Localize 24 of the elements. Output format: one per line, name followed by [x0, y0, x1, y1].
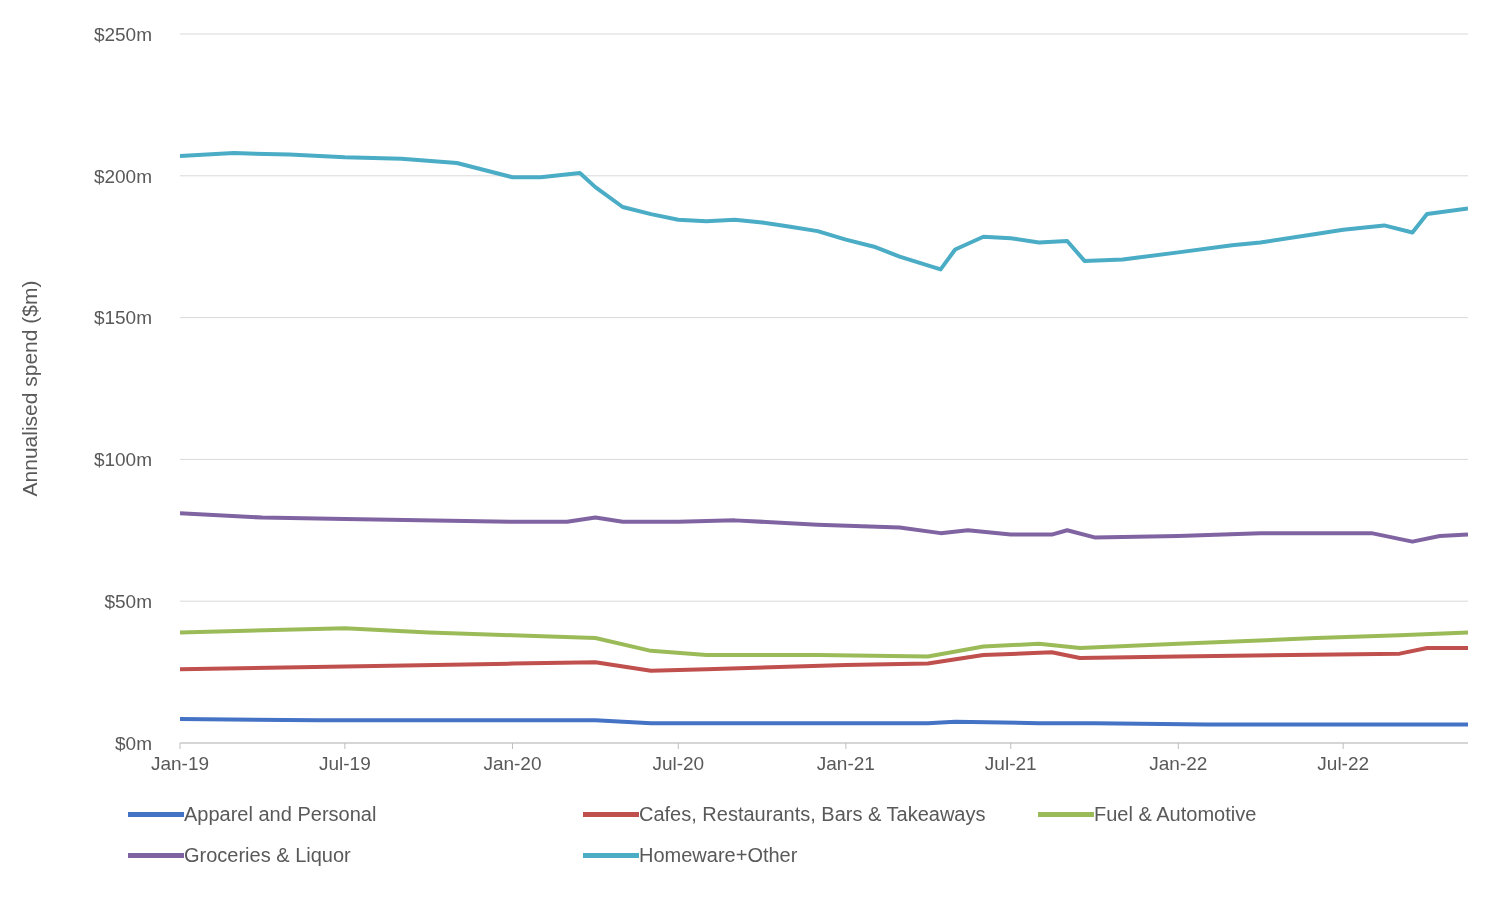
x-tick-label: Jan-21 — [816, 753, 875, 775]
x-tick-label: Jul-21 — [984, 753, 1037, 775]
x-tick-label: Jan-19 — [150, 753, 210, 775]
legend-label: Cafes, Restaurants, Bars & Takeaways — [639, 803, 986, 826]
y-axis-title: Annualised spend ($m) — [18, 280, 42, 497]
legend-label: Fuel & Automotive — [1094, 803, 1257, 826]
x-tick-label: Jan-20 — [483, 753, 542, 775]
y-tick-label: $50m — [104, 590, 152, 612]
y-tick-label: $200m — [93, 165, 152, 187]
legend-label: Apparel and Personal — [184, 803, 377, 826]
y-tick-label: $250m — [93, 23, 152, 45]
x-tick-label: Jul-19 — [319, 753, 371, 775]
y-tick-label: $150m — [93, 307, 152, 329]
line-series — [180, 626, 1468, 659]
line-series — [180, 151, 1468, 272]
x-tick-label: Jul-22 — [1317, 753, 1370, 775]
x-tick-label: Jul-20 — [652, 753, 705, 775]
line-series — [180, 645, 1468, 673]
legend-label: Homeware+Other — [639, 844, 798, 867]
legend-label: Groceries & Liquor — [184, 844, 351, 867]
line-series — [180, 511, 1468, 544]
x-tick-label: Jan-22 — [1149, 753, 1208, 775]
y-tick-label: $100m — [93, 449, 152, 471]
y-tick-label: $0m — [115, 732, 152, 754]
